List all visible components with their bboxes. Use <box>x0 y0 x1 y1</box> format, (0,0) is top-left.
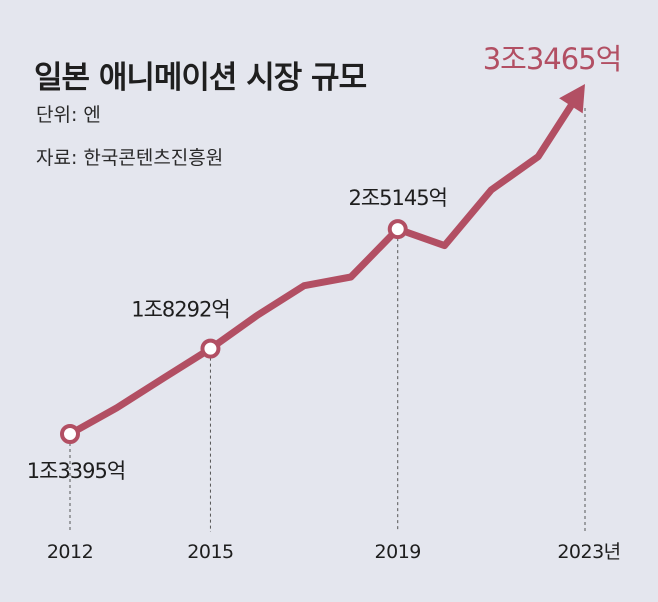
data-point-2012 <box>60 424 80 444</box>
data-point-2015 <box>200 338 221 359</box>
arrow-head <box>559 84 585 114</box>
x-tick-label-2012: 2012 <box>47 541 93 563</box>
data-label-2023: 3조3465억 <box>483 42 622 76</box>
source-label: 자료: 한국콘텐츠진흥원 <box>36 147 224 169</box>
x-tick-label-2023: 2023년 <box>557 541 620 563</box>
data-label-2015: 1조8292억 <box>131 298 229 322</box>
unit-label: 단위: 엔 <box>36 104 101 126</box>
data-label-2012: 1조3395억 <box>27 459 125 483</box>
data-label-2019: 2조5145억 <box>349 186 447 210</box>
series-line <box>66 100 576 438</box>
x-tick-label-2019: 2019 <box>375 541 421 563</box>
chart-title: 일본 애니메이션 시장 규모 <box>34 60 367 96</box>
x-tick-label-2015: 2015 <box>187 541 233 563</box>
data-point-2019 <box>387 219 408 240</box>
